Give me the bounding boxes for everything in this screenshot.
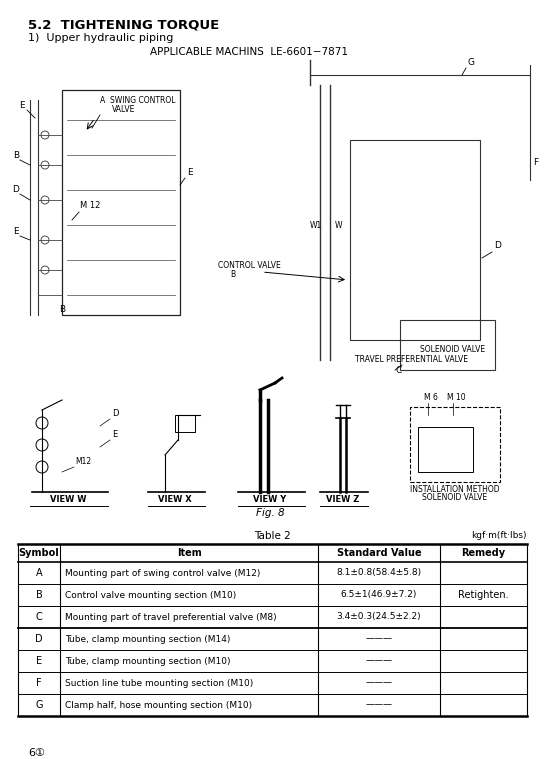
Text: 6.5±1(46.9±7.2): 6.5±1(46.9±7.2) [341,591,417,600]
Text: ———: ——— [366,701,392,710]
Text: B: B [35,590,43,600]
Text: Retighten.: Retighten. [458,590,509,600]
Text: E: E [19,101,25,110]
Text: Mounting part of swing control valve (M12): Mounting part of swing control valve (M1… [65,568,261,578]
Text: G: G [468,58,475,67]
Text: TRAVEL PREFERENTIAL VALVE: TRAVEL PREFERENTIAL VALVE [355,355,468,364]
Text: F: F [36,678,42,688]
Bar [400,320,495,370]
Text: Symbol: Symbol [19,548,59,558]
Text: VIEW W: VIEW W [50,495,86,504]
Text: E: E [13,227,19,236]
Text: Tube, clamp mounting section (M14): Tube, clamp mounting section (M14) [65,635,231,644]
Text: A: A [35,568,43,578]
Text: M 10: M 10 [447,393,465,402]
Text: B: B [13,151,19,160]
Text: ———: ——— [366,635,392,644]
Text: D: D [35,634,43,644]
Text: W1: W1 [310,221,322,230]
Text: Tube, clamp mounting section (M10): Tube, clamp mounting section (M10) [65,657,231,666]
Text: F: F [533,158,538,167]
Text: G: G [35,700,43,710]
Text: INSTALLATION METHOD: INSTALLATION METHOD [410,485,500,494]
Text: Remedy: Remedy [462,548,506,558]
Text: SOLENOID VALVE: SOLENOID VALVE [422,493,488,502]
Text: D: D [112,409,118,418]
Text: 3.4±0.3(24.5±2.2): 3.4±0.3(24.5±2.2) [337,613,421,622]
Text: E: E [112,430,117,439]
Text: D: D [13,185,20,194]
Text: W: W [335,221,342,230]
Text: VALVE: VALVE [112,105,135,114]
Text: B: B [230,270,235,279]
Text: ———: ——— [366,679,392,688]
Text: E: E [36,656,42,666]
Text: Clamp half, hose mounting section (M10): Clamp half, hose mounting section (M10) [65,701,252,710]
Text: SOLENOID VALVE: SOLENOID VALVE [420,345,485,354]
Text: 6①: 6① [28,748,45,758]
Text: ———: ——— [366,657,392,666]
Text: 8.1±0.8(58.4±5.8): 8.1±0.8(58.4±5.8) [336,568,422,578]
Text: Standard Value: Standard Value [337,548,421,558]
Text: Control valve mounting section (M10): Control valve mounting section (M10) [65,591,236,600]
Text: Table 2: Table 2 [254,531,291,541]
Text: VIEW Y: VIEW Y [253,495,287,504]
Text: D: D [494,241,501,250]
Text: C: C [395,366,401,375]
Text: A  SWING CONTROL: A SWING CONTROL [100,96,175,105]
Text: C: C [35,612,43,622]
Text: M 6: M 6 [424,393,438,402]
Text: Mounting part of travel preferential valve (M8): Mounting part of travel preferential val… [65,613,277,622]
Bar [62,90,180,315]
Text: VIEW Z: VIEW Z [326,495,360,504]
Text: E: E [187,168,192,177]
Text: 5.2  TIGHTENING TORQUE: 5.2 TIGHTENING TORQUE [28,18,219,31]
Text: M12: M12 [75,457,91,466]
Bar [175,415,195,432]
Text: M 12: M 12 [80,201,100,210]
Text: kgf·m(ft·lbs): kgf·m(ft·lbs) [471,531,527,540]
Text: B: B [59,305,65,314]
Text: CONTROL VALVE: CONTROL VALVE [218,261,281,270]
Bar [350,140,480,340]
Text: 1)  Upper hydraulic piping: 1) Upper hydraulic piping [28,33,173,43]
Text: Fig. 8: Fig. 8 [256,508,284,518]
Text: APPLICABLE MACHINS  LE-6601−7871: APPLICABLE MACHINS LE-6601−7871 [150,47,348,57]
Bar [418,427,473,472]
Text: Suction line tube mounting section (M10): Suction line tube mounting section (M10) [65,679,253,688]
Text: VIEW X: VIEW X [158,495,192,504]
Text: Item: Item [177,548,201,558]
Bar [410,407,500,482]
